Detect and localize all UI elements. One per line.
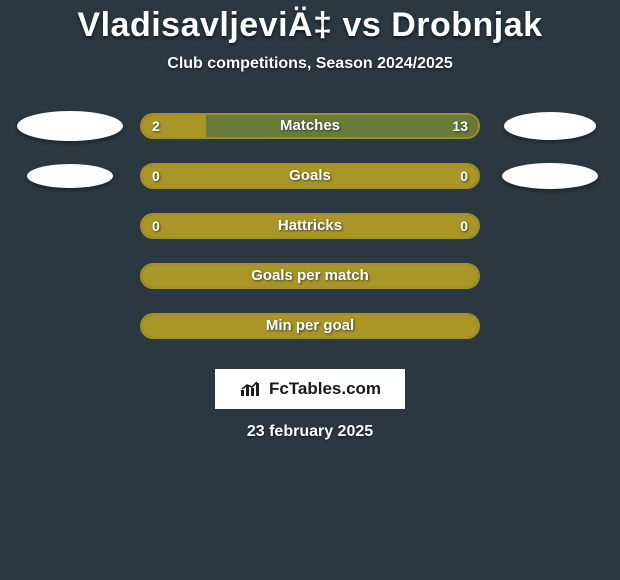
stat-bar-left-fill: [142, 165, 478, 187]
brand-text: FcTables.com: [269, 379, 381, 399]
subtitle: Club competitions, Season 2024/2025: [0, 55, 620, 73]
stat-row: Matches213: [0, 113, 620, 139]
stat-row: Min per goal: [0, 313, 620, 339]
stat-row: Goals00: [0, 163, 620, 189]
left-side: [0, 111, 140, 141]
stat-value-left: 0: [152, 165, 160, 187]
snapshot-date: 23 february 2025: [0, 423, 620, 441]
stat-value-left: 0: [152, 215, 160, 237]
stat-row: Hattricks00: [0, 213, 620, 239]
stat-bar: Goals per match: [140, 263, 480, 289]
stat-bar: Min per goal: [140, 313, 480, 339]
stat-value-right: 0: [460, 215, 468, 237]
player-right-ellipse: [502, 163, 598, 189]
player-left-ellipse: [27, 164, 113, 188]
stat-value-left: 2: [152, 115, 160, 137]
right-side: [480, 112, 620, 140]
stat-bar: Goals00: [140, 163, 480, 189]
comparison-infographic: VladisavljeviÄ‡ vs Drobnjak Club competi…: [0, 0, 620, 441]
stat-bar: Matches213: [140, 113, 480, 139]
player-right-ellipse: [504, 112, 596, 140]
brand-chart-icon: [239, 380, 263, 398]
stat-rows: Matches213Goals00Hattricks00Goals per ma…: [0, 113, 620, 339]
stat-bar-left-fill: [142, 315, 478, 337]
stat-value-right: 13: [452, 115, 468, 137]
stat-bar-right-fill: [206, 115, 478, 137]
stat-value-right: 0: [460, 165, 468, 187]
brand-box: FcTables.com: [215, 369, 405, 409]
page-title: VladisavljeviÄ‡ vs Drobnjak: [0, 6, 620, 45]
stat-bar-left-fill: [142, 215, 478, 237]
right-side: [480, 163, 620, 189]
stat-bar-left-fill: [142, 265, 478, 287]
left-side: [0, 164, 140, 188]
player-left-ellipse: [17, 111, 123, 141]
stat-row: Goals per match: [0, 263, 620, 289]
stat-bar: Hattricks00: [140, 213, 480, 239]
